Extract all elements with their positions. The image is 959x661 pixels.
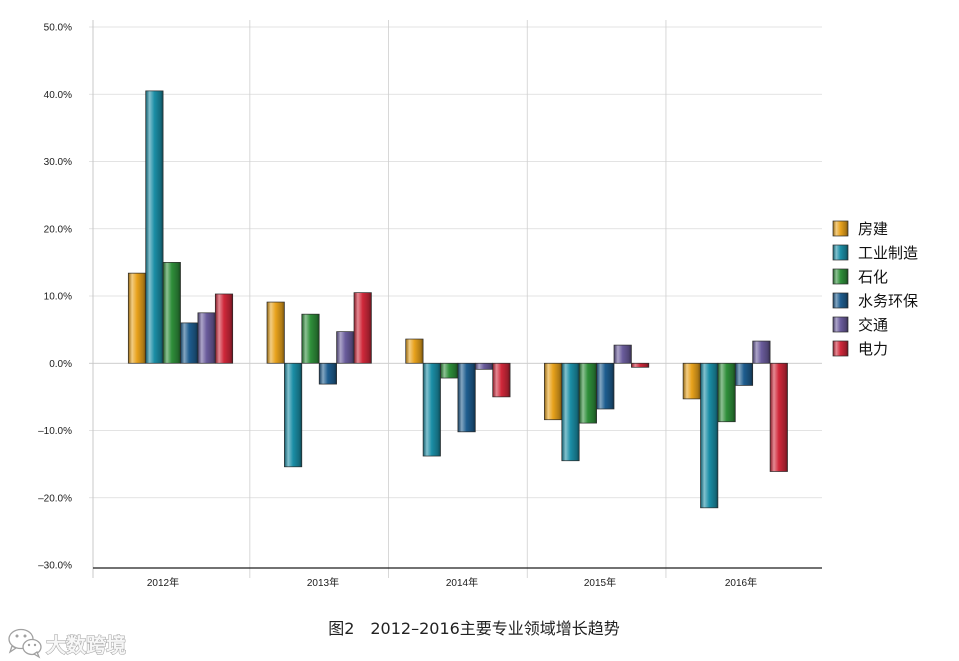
bar-cat1-series2 xyxy=(145,90,164,364)
bar-cat4-series1 xyxy=(544,362,563,421)
bar-cat2-series5 xyxy=(336,331,355,364)
bar-cat1-series1 xyxy=(127,272,147,364)
bars xyxy=(127,90,788,509)
bar-cat5-series5 xyxy=(752,340,771,364)
legend-item: 工业制造 xyxy=(832,244,918,262)
bar-cat3-series3 xyxy=(440,362,459,379)
legend-label: 工业制造 xyxy=(858,244,918,262)
y-tick-label: –10.0% xyxy=(38,426,72,437)
bar-cat4-series5 xyxy=(613,344,632,364)
bar-cat4-series3 xyxy=(578,362,597,424)
y-tick-label: 0.0% xyxy=(49,359,72,370)
legend-item: 电力 xyxy=(832,340,888,358)
bar-cat5-series1 xyxy=(682,362,701,400)
legend-label: 石化 xyxy=(858,268,888,286)
legend-swatch xyxy=(832,340,849,357)
legend-label: 交通 xyxy=(858,316,888,334)
y-tick-label: 20.0% xyxy=(44,224,72,235)
y-tick-label: 40.0% xyxy=(44,90,72,101)
watermark-logo: 大数跨境 xyxy=(8,628,127,659)
bar-cat1-series5 xyxy=(197,312,216,364)
legend-item: 石化 xyxy=(832,268,888,286)
legend-item: 水务环保 xyxy=(832,292,918,310)
legend-swatch xyxy=(832,244,849,261)
bar-cat2-series4 xyxy=(318,362,337,385)
legend-swatch xyxy=(832,292,849,309)
x-tick-label: 2013年 xyxy=(307,576,339,589)
legend-label: 电力 xyxy=(858,340,888,358)
x-tick-label: 2016年 xyxy=(725,576,757,589)
x-tick-label: 2015年 xyxy=(584,576,616,589)
bar-cat1-series6 xyxy=(214,293,234,364)
bar-cat3-series1 xyxy=(405,338,424,364)
bar-cat1-series3 xyxy=(162,262,181,364)
legend-swatch xyxy=(832,316,849,333)
x-tick-label: 2012年 xyxy=(147,576,179,589)
chat-bubble-icon xyxy=(8,628,42,659)
y-tick-label: 50.0% xyxy=(44,23,72,34)
legend-item: 房建 xyxy=(832,220,888,238)
bar-cat2-series1 xyxy=(266,301,285,364)
legend-label: 房建 xyxy=(858,220,888,238)
legend-swatch xyxy=(832,268,849,285)
x-tick-label: 2014年 xyxy=(446,576,478,589)
bar-cat4-series6 xyxy=(631,362,650,368)
bar-cat3-series2 xyxy=(422,362,441,457)
bar-cat2-series2 xyxy=(284,362,303,468)
y-tick-label: –30.0% xyxy=(38,561,72,572)
y-tick-label: 30.0% xyxy=(44,157,72,168)
bar-cat5-series4 xyxy=(734,362,754,386)
legend-label: 水务环保 xyxy=(858,292,918,310)
bar-cat4-series2 xyxy=(561,362,580,462)
bar-cat3-series4 xyxy=(457,362,476,433)
watermark-text: 大数跨境 xyxy=(46,633,126,657)
bar-cat5-series2 xyxy=(700,362,719,509)
bar-cat4-series4 xyxy=(596,362,615,410)
chart-caption: 图2 2012–2016主要专业领域增长趋势 xyxy=(328,619,620,638)
bar-cat3-series6 xyxy=(492,362,511,398)
legend-swatch xyxy=(832,220,849,237)
bar-cat5-series3 xyxy=(717,362,736,423)
bar-cat2-series3 xyxy=(301,313,320,364)
bar-cat3-series5 xyxy=(474,362,494,370)
legend-item: 交通 xyxy=(832,316,888,334)
bar-cat2-series6 xyxy=(353,292,372,364)
bar-cat5-series6 xyxy=(769,362,788,472)
bar-cat1-series4 xyxy=(180,322,199,364)
y-tick-label: 10.0% xyxy=(44,292,72,303)
y-tick-label: –20.0% xyxy=(38,493,72,504)
